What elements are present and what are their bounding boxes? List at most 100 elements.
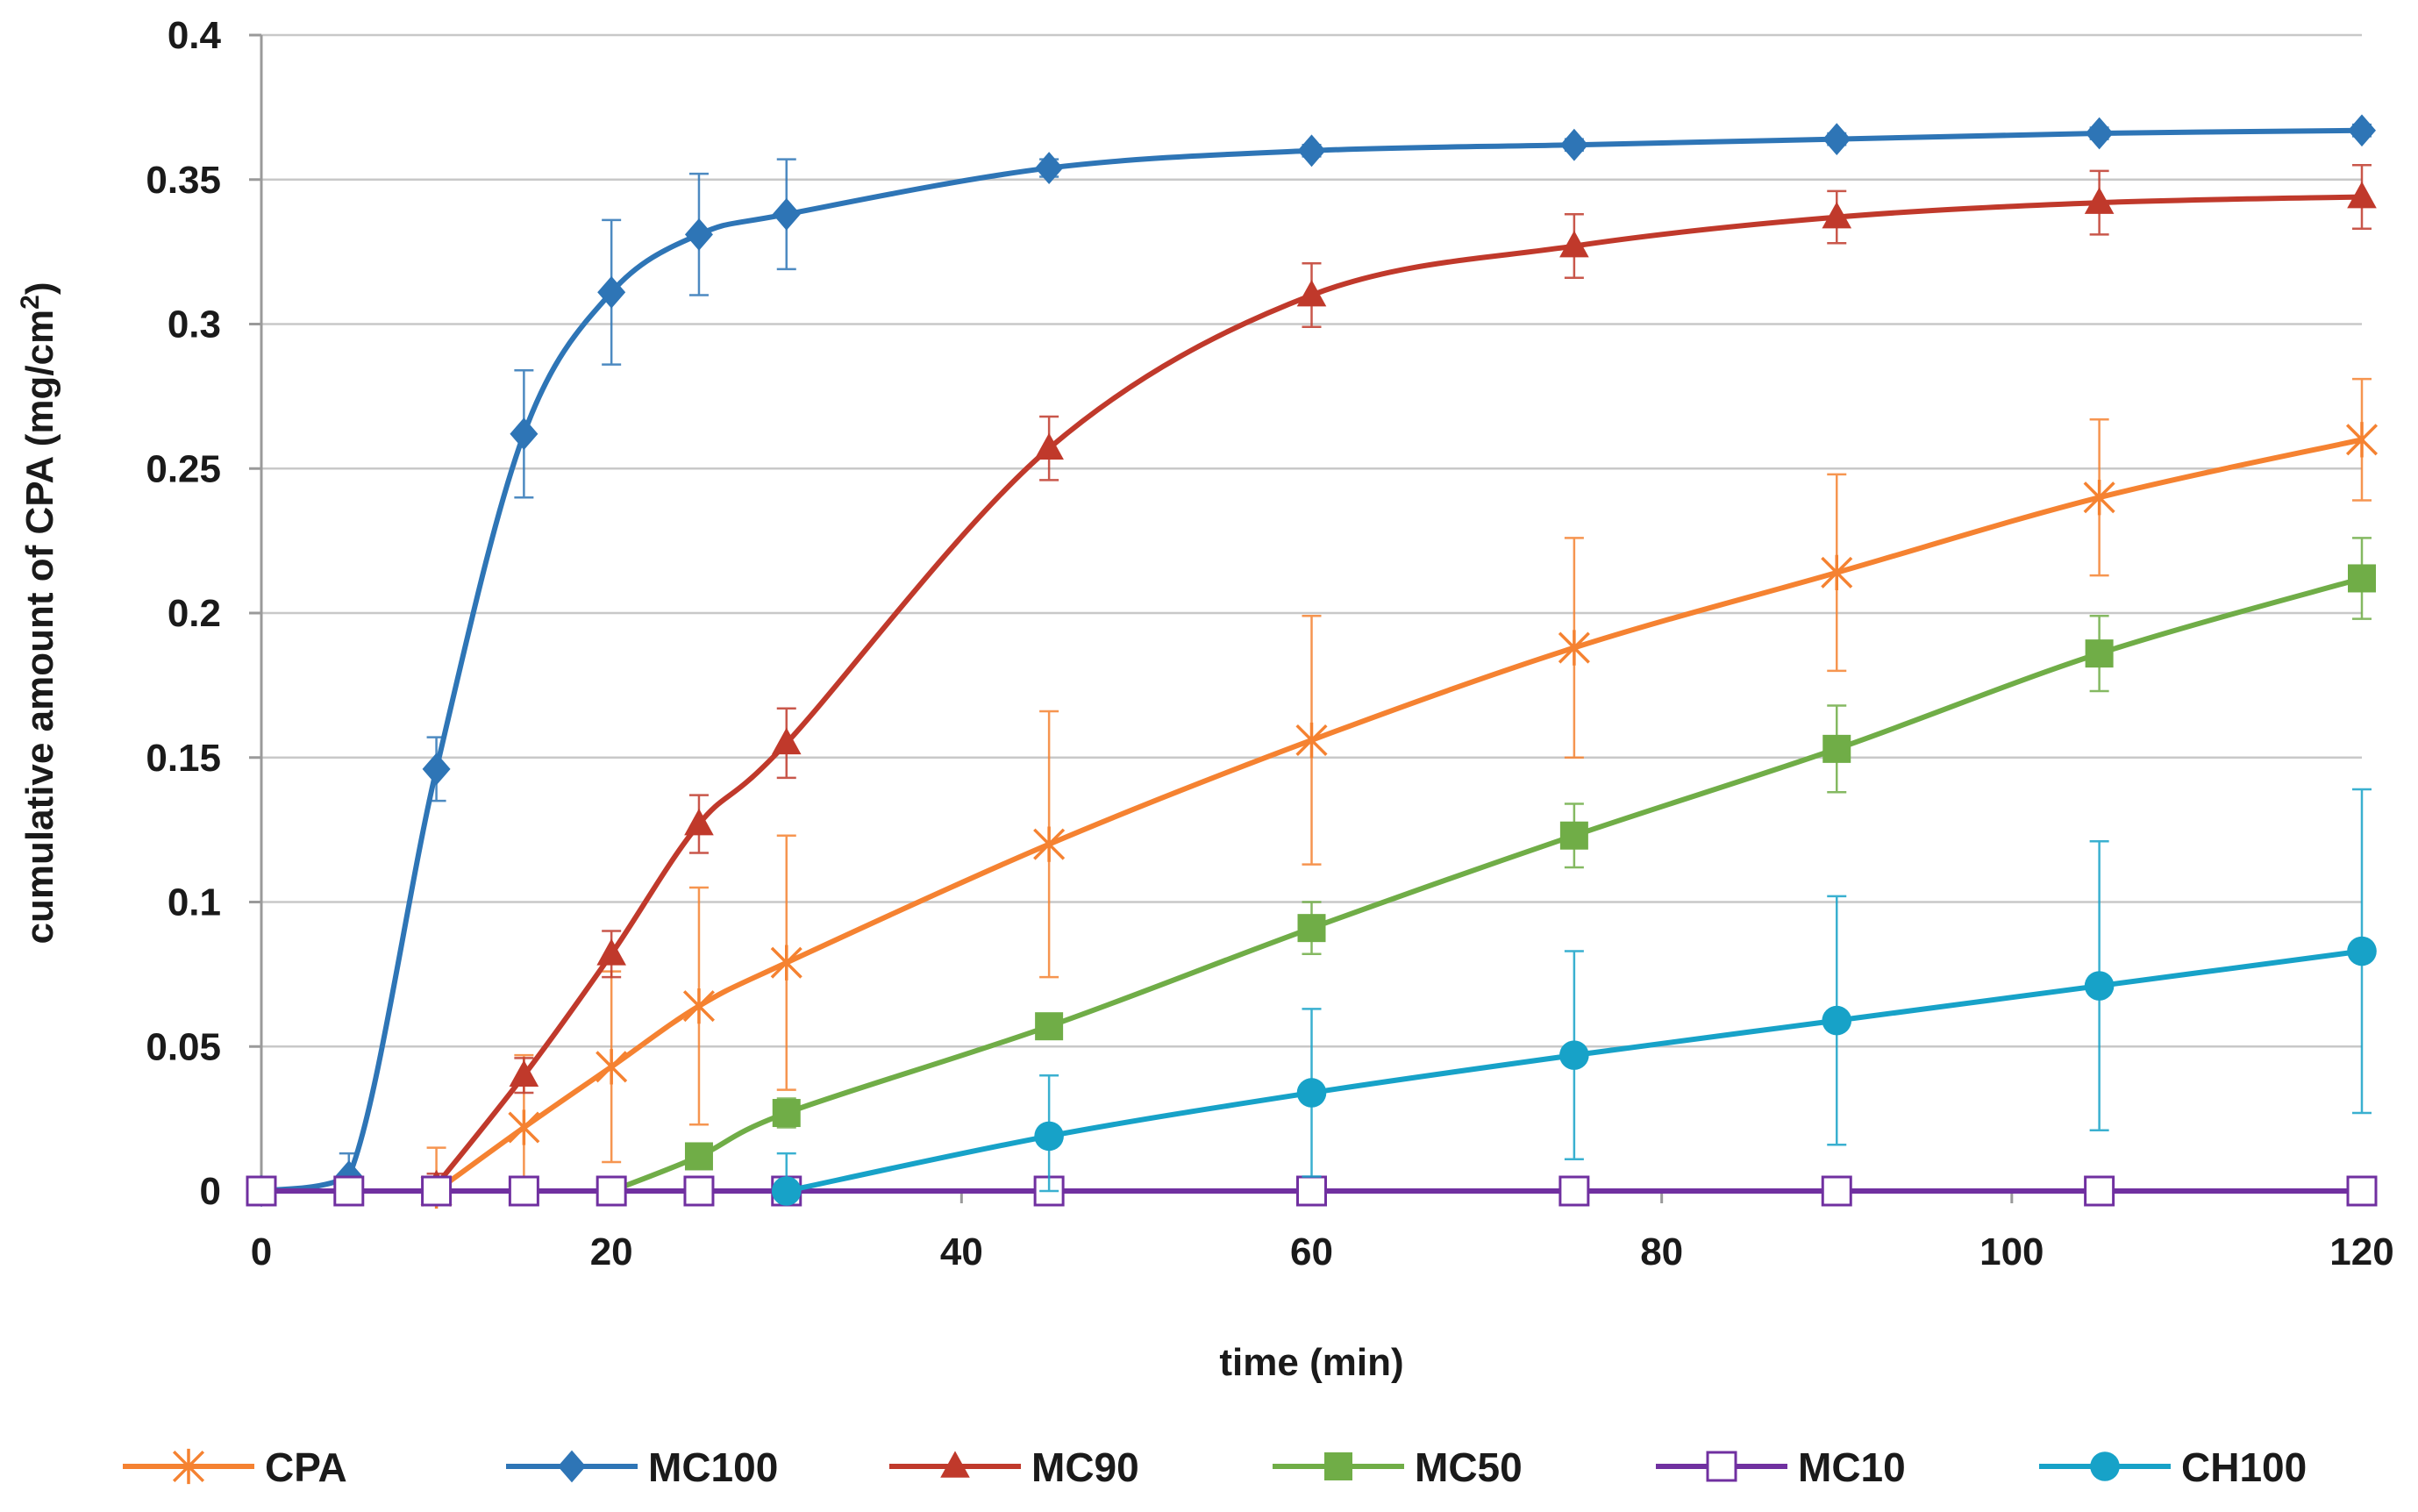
legend-label: MC90: [1031, 1444, 1139, 1490]
y-axis-title: cumulative amount of CPA (mg/cm2): [16, 282, 61, 945]
data-point-ch100: [1559, 1040, 1589, 1070]
legend-label: CH100: [2181, 1444, 2307, 1490]
data-point-cpa: [682, 988, 715, 1024]
data-point-mc90: [2084, 187, 2115, 214]
data-point-mc10: [1296, 1175, 1327, 1207]
x-tick-label: 80: [1640, 1230, 1683, 1273]
x-tick-label: 120: [2329, 1230, 2393, 1273]
data-point-cpa: [1821, 554, 1853, 591]
data-point-mc100: [1035, 152, 1064, 184]
x-tick-label: 100: [1979, 1230, 2044, 1273]
data-point-mc90: [684, 808, 714, 836]
y-tick-label: 0.35: [146, 159, 221, 202]
y-tick-label: 0.15: [146, 737, 221, 780]
data-point-mc10: [683, 1175, 715, 1207]
data-point-mc50: [2348, 564, 2376, 593]
legend-marker-mc10: [1706, 1451, 1737, 1482]
y-tick-label: 0.05: [146, 1025, 221, 1068]
legend-marker-cpa: [172, 1448, 205, 1485]
data-point-mc90: [1822, 201, 1852, 229]
data-point-mc100: [1822, 123, 1851, 156]
data-point-mc90: [1034, 432, 1064, 460]
data-point-cpa: [2345, 422, 2379, 458]
data-point-mc100: [1559, 128, 1588, 161]
data-point-mc50: [1297, 914, 1326, 943]
data-point-mc10: [246, 1175, 277, 1207]
data-point-cpa: [1295, 722, 1328, 759]
data-point-mc100: [2085, 117, 2114, 150]
data-point-mc10: [1559, 1175, 1590, 1207]
data-point-ch100: [771, 1176, 802, 1206]
legend-label: CPA: [265, 1444, 347, 1490]
data-point-mc90: [2347, 181, 2377, 209]
legend-marker-mc50: [1324, 1452, 1352, 1480]
data-point-cpa: [1558, 630, 1590, 666]
series-mc10: [246, 1175, 2378, 1207]
data-point-cpa: [596, 1049, 628, 1085]
data-point-mc50: [1559, 821, 1588, 850]
data-point-mc90: [509, 1059, 539, 1087]
y-tick-label: 0.2: [168, 592, 221, 635]
x-tick-label: 0: [251, 1230, 272, 1273]
legend-label: MC10: [1798, 1444, 1906, 1490]
y-tick-label: 0.1: [168, 881, 221, 924]
data-point-mc100: [1297, 134, 1326, 168]
y-tick-label: 0: [200, 1170, 221, 1213]
series-layer: [246, 114, 2379, 1209]
y-tick-label: 0.3: [168, 303, 221, 346]
data-point-ch100: [1034, 1121, 1064, 1152]
legend-item-mc50: MC50: [1273, 1444, 1523, 1490]
data-point-mc100: [510, 417, 539, 451]
data-point-mc10: [508, 1175, 539, 1207]
y-tick-label: 0.25: [146, 447, 221, 490]
data-point-mc100: [772, 197, 801, 231]
data-point-mc90: [771, 727, 802, 755]
data-point-cpa: [508, 1109, 540, 1145]
x-tick-label: 60: [1290, 1230, 1333, 1273]
legend-item-mc90: MC90: [889, 1444, 1139, 1490]
data-point-mc50: [2085, 639, 2114, 668]
legend-item-mc100: MC100: [506, 1444, 778, 1490]
data-point-mc10: [2084, 1175, 2115, 1207]
data-point-mc10: [333, 1175, 365, 1207]
data-point-mc100: [684, 218, 713, 251]
data-point-mc10: [596, 1175, 627, 1207]
data-point-mc10: [1821, 1175, 1852, 1207]
series-ch100: [771, 788, 2377, 1206]
x-tick-label: 40: [940, 1230, 983, 1273]
legend-item-cpa: CPA: [123, 1444, 347, 1490]
legend-marker-ch100: [2090, 1451, 2120, 1481]
series-cpa: [420, 377, 2379, 1209]
legend-item-mc10: MC10: [1656, 1444, 1906, 1490]
data-point-mc100: [422, 752, 451, 786]
data-point-mc50: [1822, 734, 1851, 763]
legend-item-ch100: CH100: [2039, 1444, 2307, 1490]
data-point-mc90: [596, 938, 626, 966]
grid-layer: [261, 33, 2362, 1048]
data-point-mc100: [597, 275, 626, 309]
data-point-mc10: [421, 1175, 453, 1207]
x-axis-title: time (min): [1219, 1341, 1403, 1384]
x-tick-label: 20: [590, 1230, 633, 1273]
data-point-mc90: [1296, 279, 1327, 307]
legend-marker-mc90: [940, 1451, 970, 1478]
data-point-ch100: [2084, 971, 2115, 1001]
legend-label: MC100: [648, 1444, 778, 1490]
data-point-cpa: [2083, 480, 2115, 516]
data-point-mc100: [2348, 114, 2376, 147]
data-point-mc50: [684, 1142, 713, 1171]
series-mc50: [597, 537, 2376, 1205]
data-point-mc10: [2346, 1175, 2378, 1207]
data-point-cpa: [770, 945, 802, 981]
data-point-mc90: [1559, 230, 1589, 258]
data-point-ch100: [1296, 1078, 1327, 1108]
series-mc90: [421, 164, 2377, 1197]
legend: CPA MC100 MC90 MC50 MC10 CH100: [123, 1444, 2307, 1490]
y-tick-label: 0.4: [168, 14, 222, 57]
data-point-ch100: [1822, 1005, 1852, 1036]
data-point-mc50: [1035, 1012, 1064, 1041]
data-point-cpa: [1033, 826, 1066, 862]
legend-label: MC50: [1415, 1444, 1523, 1490]
